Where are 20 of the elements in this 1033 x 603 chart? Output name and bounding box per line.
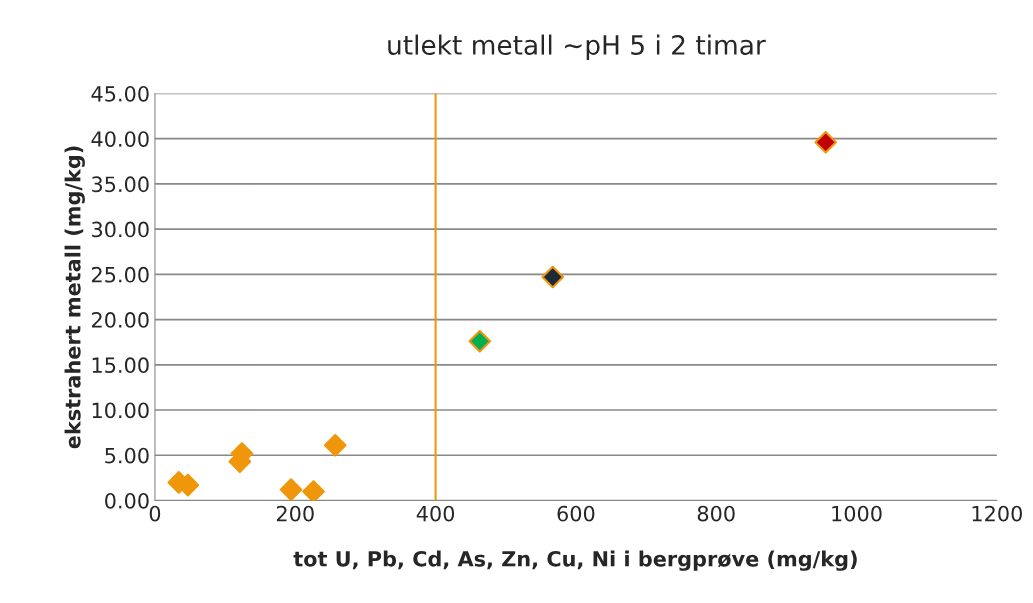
- x-tick-label: 0: [149, 505, 161, 522]
- x-tick-label: 1000: [832, 505, 882, 522]
- y-axis-title: ekstrahert metall (mg/kg): [64, 146, 85, 449]
- y-tick-label: 25.00: [91, 266, 149, 283]
- y-tick-label: 10.00: [92, 402, 149, 419]
- x-tick-label: 200: [276, 505, 314, 522]
- x-tick-label: 400: [416, 505, 455, 522]
- chart-title: utlekt metall ~pH 5 i 2 timar: [388, 34, 766, 61]
- y-tick-label: 15.00: [92, 357, 149, 374]
- y-tick-label: 20.00: [91, 312, 149, 328]
- y-tick-label: 45.00: [91, 85, 149, 102]
- x-tick-label: 1200: [972, 505, 1022, 522]
- x-tick-label: 600: [557, 505, 595, 522]
- x-tick-label: 800: [697, 505, 735, 522]
- y-tick-label: 35.00: [92, 176, 149, 193]
- y-tick-label: 5.00: [105, 447, 149, 464]
- y-tick-label: 0.00: [105, 492, 149, 509]
- y-tick-label: 40.00: [91, 131, 149, 147]
- x-axis-title: tot U, Pb, Cd, As, Zn, Cu, Ni i bergprøve (mg/kg): [293, 550, 857, 571]
- y-tick-label: 30.00: [92, 221, 149, 238]
